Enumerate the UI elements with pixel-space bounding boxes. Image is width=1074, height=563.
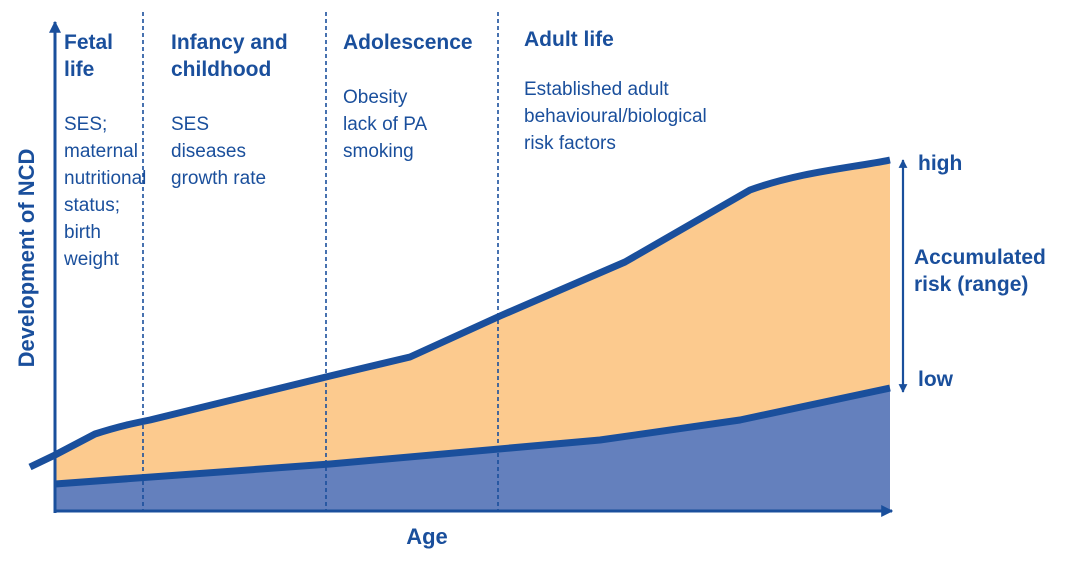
stage-desc-fetal-life: SES; maternal nutritional status; birth … [64, 114, 147, 270]
stage-title-adolescence: Adolescence [343, 31, 473, 54]
stage-title-fetal-life: Fetal life [64, 31, 114, 81]
baseline-risk-area [55, 388, 890, 512]
high-label: high [918, 152, 963, 175]
stage-desc-infancy-childhood: SES diseases growth rate [171, 114, 267, 189]
stage-desc-adult-life: Established adult behavioural/biological… [524, 79, 707, 154]
accumulated-risk-label: Accumulated risk (range) [914, 246, 1046, 296]
lower-risk-curve [54, 384, 891, 488]
upper-risk-curve [28, 156, 891, 471]
accumulated-risk-area [55, 160, 890, 484]
stage-title-adult-life: Adult life [524, 28, 614, 51]
stage-desc-adolescence: Obesity lack of PA smoking [343, 87, 428, 162]
y-axis-label: Development of NCD [14, 148, 39, 368]
low-label: low [918, 368, 953, 391]
stage-title-infancy-childhood: Infancy and childhood [171, 31, 288, 81]
x-axis-label: Age [406, 524, 448, 549]
